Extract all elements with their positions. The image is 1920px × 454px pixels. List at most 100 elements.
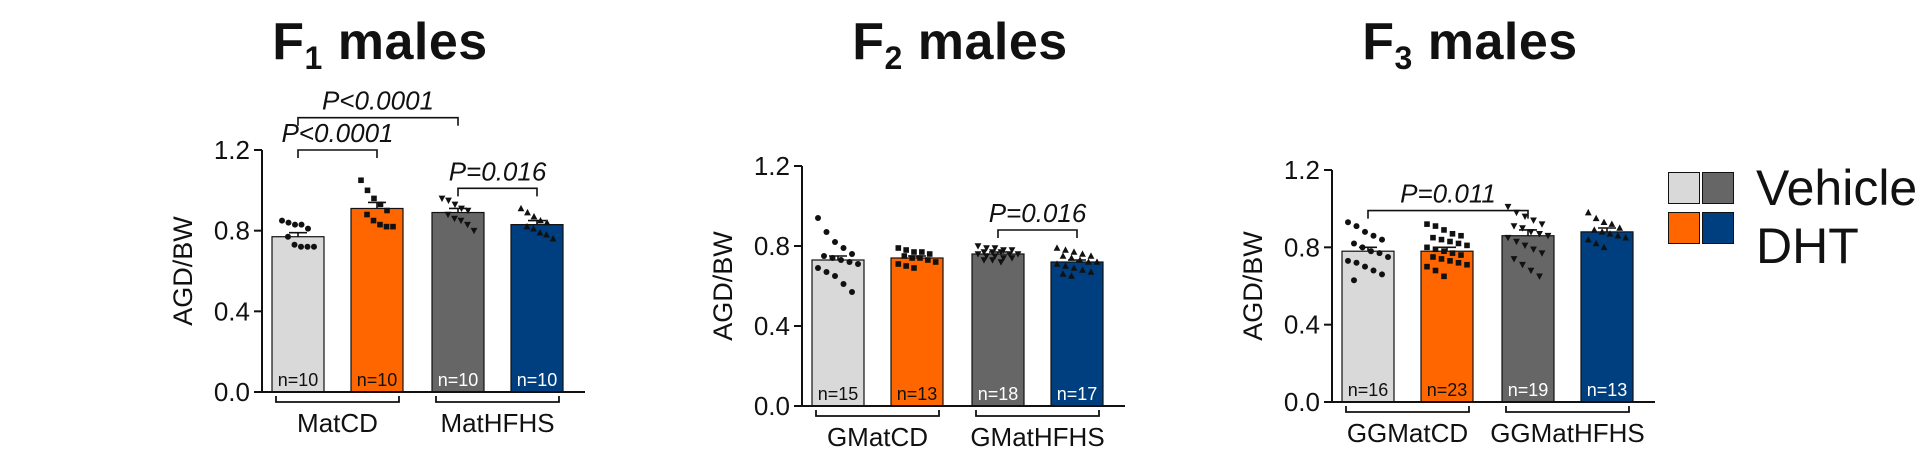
panel-title: F1 males <box>272 13 488 76</box>
chart-panel-f1: F1 males 0.0 0.4 0.8 1.2 AGD/BW n=10 n=10 n=10 n… <box>140 0 610 454</box>
data-point <box>849 289 855 295</box>
data-point <box>1070 248 1078 255</box>
data-point <box>311 243 317 250</box>
data-point <box>1449 231 1456 237</box>
legend-label-dht: DHT <box>1756 218 1859 274</box>
data-point <box>1014 251 1022 258</box>
data-point <box>377 201 384 208</box>
bar <box>890 257 944 407</box>
data-point <box>1351 277 1357 284</box>
bar-chart-f2: 0.0 0.4 0.8 1.2 AGD/BW n=15 n=13 n=18 n=17 GMatCD… <box>708 151 1125 452</box>
significance-label: P<0.0001 <box>281 118 393 148</box>
data-point <box>980 249 988 256</box>
data-point <box>470 227 478 235</box>
data-point <box>291 241 298 248</box>
data-point <box>1438 256 1445 262</box>
data-point <box>1059 252 1067 259</box>
n-label: n=10 <box>517 370 558 390</box>
data-point <box>911 265 917 271</box>
data-point <box>980 257 988 264</box>
data-point <box>815 265 821 271</box>
data-point <box>1376 250 1383 257</box>
significance-label: P<0.0001 <box>322 86 434 116</box>
data-point <box>855 261 861 267</box>
data-point <box>925 257 931 263</box>
data-point <box>1362 263 1368 270</box>
bar-chart-f3: 0.0 0.4 0.8 1.2 AGD/BW n=16 n=23 n=19 n=13 GGMatC… <box>1238 155 1655 448</box>
data-point <box>1584 236 1592 243</box>
data-point <box>1614 232 1622 239</box>
data-point <box>989 249 996 256</box>
y-tick-label: 0.8 <box>214 216 250 246</box>
data-point <box>1438 236 1445 243</box>
n-label: n=13 <box>897 384 938 404</box>
data-point <box>464 207 472 215</box>
data-point <box>1424 244 1430 251</box>
data-point <box>1510 256 1518 263</box>
data-point <box>849 251 855 257</box>
legend-item-vehicle: Vehicle <box>1668 163 1917 213</box>
data-point <box>974 243 982 250</box>
data-point <box>298 243 304 250</box>
data-point <box>377 221 383 228</box>
data-point <box>1464 242 1470 249</box>
data-point <box>451 215 458 223</box>
data-point <box>829 255 836 261</box>
data-point <box>1584 208 1592 216</box>
data-point <box>370 217 377 224</box>
n-label: n=10 <box>438 370 479 390</box>
data-point <box>1447 238 1453 245</box>
significance-bracket <box>297 149 378 158</box>
data-point <box>1510 223 1518 230</box>
group-label: GGMatCD <box>1347 418 1468 448</box>
data-point <box>1441 248 1447 254</box>
bar <box>1341 250 1395 403</box>
group-label: GMatHFHS <box>970 422 1104 452</box>
data-point <box>464 221 471 229</box>
data-point <box>901 253 908 259</box>
data-point <box>1592 239 1600 247</box>
data-point <box>292 221 298 228</box>
data-point <box>1432 223 1439 229</box>
panel-title: F3 males <box>1362 13 1578 76</box>
y-tick-label: 1.2 <box>214 135 250 165</box>
data-point <box>1622 234 1630 241</box>
y-axis-label: AGD/BW <box>1238 231 1268 341</box>
group-label: MatCD <box>297 408 378 438</box>
data-point <box>1424 263 1430 270</box>
bar <box>431 211 485 393</box>
y-tick-label: 0.0 <box>214 377 250 407</box>
n-label: n=23 <box>1427 380 1468 400</box>
data-point <box>903 247 909 253</box>
data-point <box>1513 238 1520 246</box>
data-point <box>974 251 982 258</box>
data-point <box>1447 258 1453 264</box>
data-point <box>1600 243 1608 251</box>
legend-swatch-vehicle-matcd <box>1668 172 1700 204</box>
significance-bracket <box>297 116 459 126</box>
data-point <box>1093 258 1101 265</box>
data-point <box>1087 268 1095 275</box>
data-point <box>457 217 465 225</box>
legend-label-vehicle: Vehicle <box>1756 160 1918 216</box>
group-bracket <box>435 396 560 403</box>
legend-item-dht: DHT <box>1668 210 1859 271</box>
data-point <box>1068 272 1075 279</box>
n-label: n=13 <box>1587 380 1628 400</box>
data-point <box>1530 246 1537 253</box>
legend: Vehicle DHT <box>1668 150 1920 280</box>
data-point <box>1616 224 1624 231</box>
data-point <box>840 245 847 251</box>
data-point <box>983 245 990 252</box>
data-point <box>838 257 844 263</box>
data-point <box>390 223 396 230</box>
data-point <box>530 212 538 220</box>
bar <box>1501 235 1555 403</box>
data-point <box>364 211 370 218</box>
data-point <box>926 251 933 257</box>
bar <box>350 207 404 393</box>
significance-label: P=0.016 <box>449 156 547 186</box>
data-point <box>1079 266 1086 273</box>
y-axis-label: AGD/BW <box>168 216 198 326</box>
data-point <box>285 219 292 226</box>
